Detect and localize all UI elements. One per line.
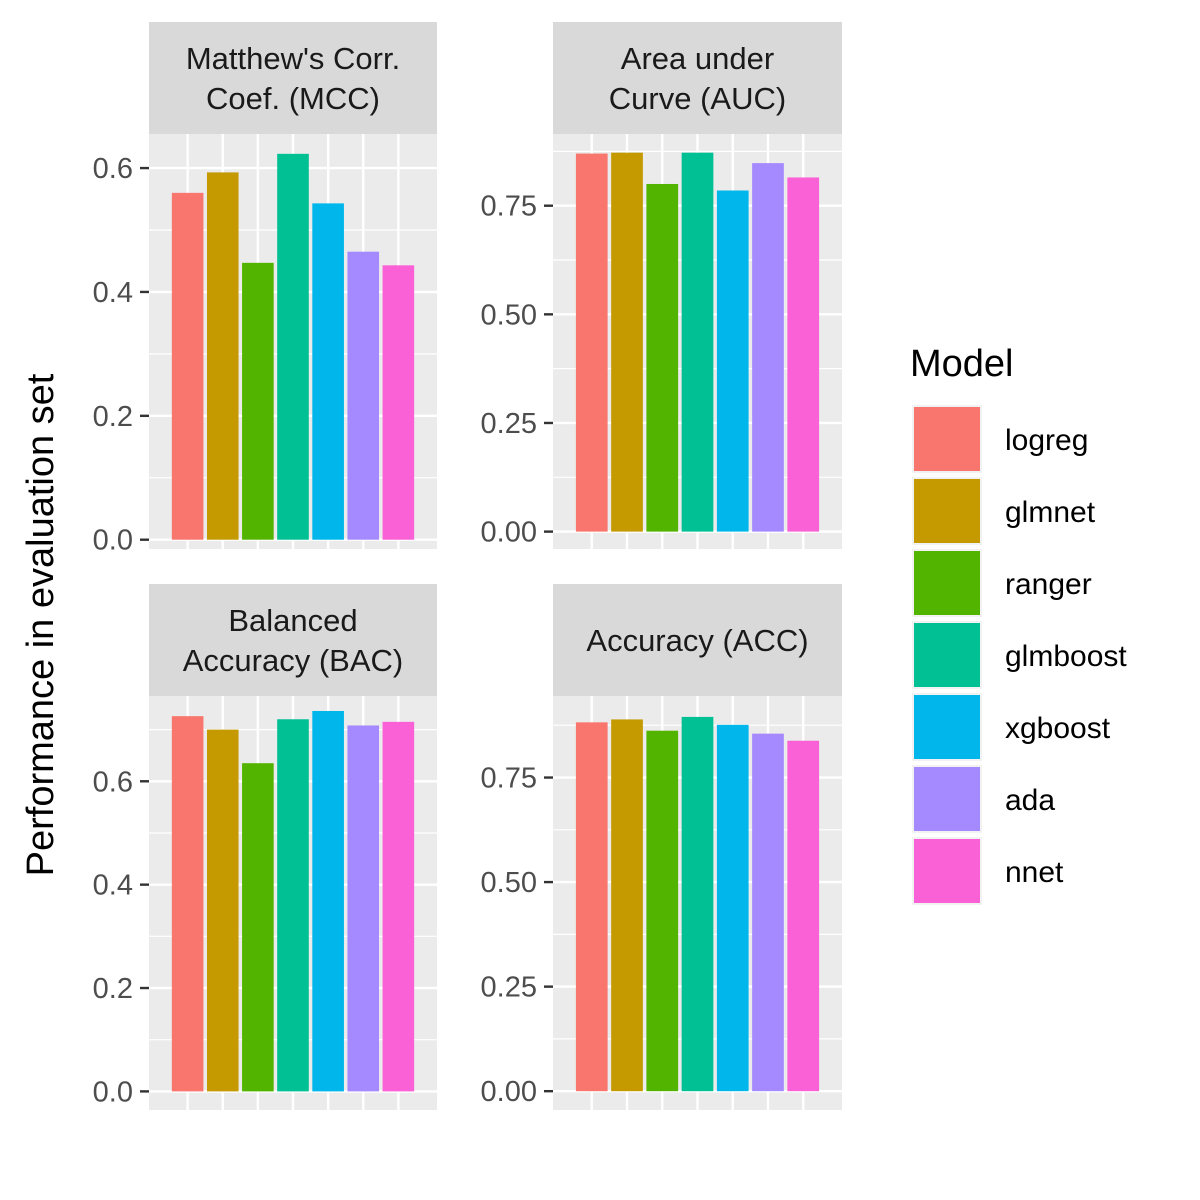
y-tick-label: 0.25 <box>481 408 537 440</box>
y-tick-label: 0.75 <box>481 191 537 223</box>
bar-glmboost <box>277 153 309 540</box>
y-tick-label: 0.2 <box>93 973 133 1005</box>
y-tick-label: 0.4 <box>93 277 133 309</box>
bar-ranger <box>242 262 274 540</box>
bar-nnet <box>787 177 820 532</box>
bar-nnet <box>382 265 415 540</box>
facet-panel: Matthew's Corr. Coef. (MCC) 0.0 0.2 0.4 0.6 <box>93 22 437 557</box>
legend-item-ranger: ranger <box>912 549 1092 617</box>
bar-logreg <box>575 722 608 1092</box>
facet-title: Curve (AUC) <box>609 81 786 116</box>
bar-ranger <box>242 763 274 1092</box>
bar-ranger <box>646 183 679 532</box>
legend-item-glmnet: glmnet <box>912 477 1096 545</box>
bar-ada <box>752 733 784 1092</box>
y-axis-label: Performance in evaluation set <box>20 373 62 876</box>
y-tick-label: 0.50 <box>481 299 537 331</box>
legend-title: Model <box>910 343 1014 385</box>
facet-title: Matthew's Corr. <box>186 41 400 76</box>
legend-item-ada: ada <box>912 765 1055 833</box>
panels: Matthew's Corr. Coef. (MCC) 0.0 0.2 0.4 0.6 Ar… <box>93 22 842 1110</box>
legend-swatch <box>914 623 980 687</box>
y-tick-label: 0.0 <box>93 525 133 557</box>
y-tick-label: 0.4 <box>93 870 133 902</box>
bar-glmnet <box>611 719 643 1092</box>
legend-label: xgboost <box>1005 712 1111 745</box>
legend: Model logreg glmnet ranger glmboost xgboost a… <box>910 343 1127 905</box>
legend-item-xgboost: xgboost <box>912 693 1111 761</box>
facet-panel: Balanced Accuracy (BAC) 0.0 0.2 0.4 0.6 <box>93 584 437 1110</box>
bar-glmnet <box>611 152 643 532</box>
y-tick-label: 0.00 <box>481 1076 537 1108</box>
legend-label: glmnet <box>1005 496 1096 529</box>
bar-glmnet <box>206 172 239 540</box>
bar-ranger <box>646 730 679 1092</box>
y-tick-label: 0.25 <box>481 972 537 1004</box>
bar-xgboost <box>716 190 749 532</box>
bar-nnet <box>787 740 820 1092</box>
y-tick-label: 0.0 <box>93 1076 133 1108</box>
facet-title: Balanced <box>228 603 357 638</box>
legend-swatch <box>914 479 980 543</box>
facet-title: Area under <box>621 41 774 76</box>
legend-label: ada <box>1005 784 1055 817</box>
legend-label: nnet <box>1005 856 1064 889</box>
bar-nnet <box>382 721 415 1092</box>
facet-strip <box>553 584 842 696</box>
legend-label: ranger <box>1005 568 1092 601</box>
legend-label: logreg <box>1005 424 1088 457</box>
facet-panel: Accuracy (ACC) 0.00 0.25 0.50 0.75 <box>481 584 842 1110</box>
bar-logreg <box>171 716 204 1092</box>
y-tick-label: 0.75 <box>481 763 537 795</box>
legend-swatch <box>914 551 980 615</box>
facet-title: Accuracy (BAC) <box>183 643 403 678</box>
y-tick-label: 0.6 <box>93 153 133 185</box>
bar-ada <box>347 725 380 1092</box>
bar-glmboost <box>277 719 309 1092</box>
facet-panel: Area under Curve (AUC) 0.00 0.25 0.50 0.75 <box>481 22 842 549</box>
facet-strip <box>149 584 437 696</box>
facet-title: Accuracy (ACC) <box>586 623 808 658</box>
legend-item-nnet: nnet <box>912 837 1064 905</box>
bar-glmboost <box>681 152 714 532</box>
legend-item-glmboost: glmboost <box>912 621 1127 689</box>
bar-logreg <box>171 192 204 540</box>
legend-keys: logreg glmnet ranger glmboost xgboost ada nnet <box>912 405 1127 905</box>
legend-swatch <box>914 839 980 903</box>
bar-xgboost <box>716 724 749 1092</box>
bar-xgboost <box>312 710 344 1092</box>
legend-label: glmboost <box>1005 640 1127 673</box>
bar-glmnet <box>206 729 239 1092</box>
y-tick-label: 0.6 <box>93 766 133 798</box>
legend-swatch <box>914 407 980 471</box>
legend-swatch <box>914 767 980 831</box>
bar-ada <box>752 163 784 532</box>
bar-logreg <box>575 153 608 532</box>
legend-item-logreg: logreg <box>912 405 1088 473</box>
facet-title: Coef. (MCC) <box>206 81 380 116</box>
bar-xgboost <box>312 203 344 540</box>
bar-glmboost <box>681 716 714 1092</box>
facet-strip <box>553 22 842 134</box>
legend-swatch <box>914 695 980 759</box>
y-tick-label: 0.2 <box>93 401 133 433</box>
y-tick-label: 0.50 <box>481 867 537 899</box>
y-tick-label: 0.00 <box>481 517 537 549</box>
bar-ada <box>347 251 380 540</box>
facet-strip <box>149 22 437 134</box>
